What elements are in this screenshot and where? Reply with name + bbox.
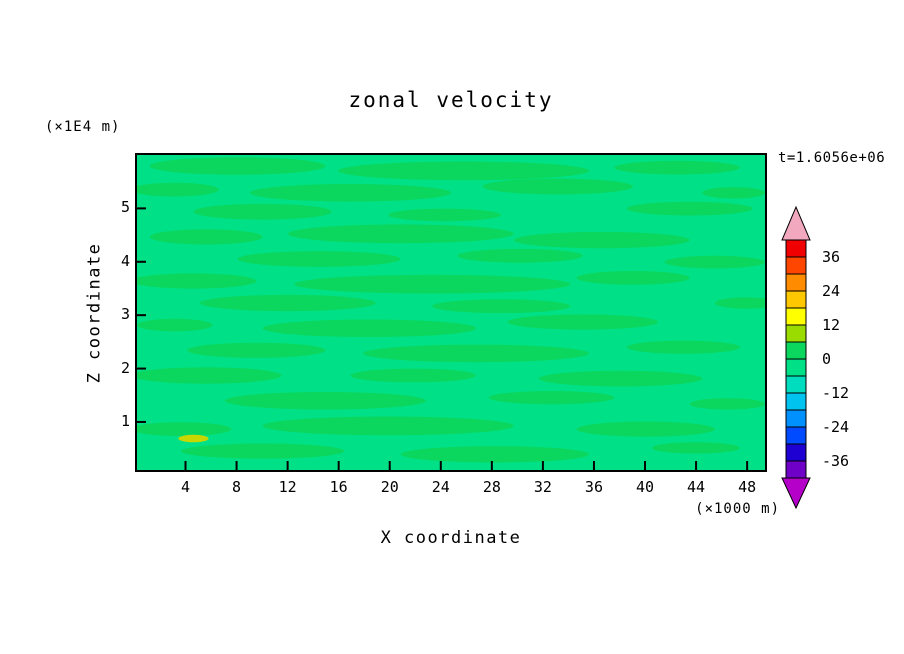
- x-tick-label: 40: [635, 478, 655, 496]
- colorbar-tick-label: -36: [822, 452, 850, 470]
- x-axis-label: X coordinate: [380, 528, 522, 548]
- colorbar-tick-label: -12: [822, 384, 850, 402]
- x-tick-label: 44: [687, 478, 706, 496]
- chart-title: zonal velocity: [348, 88, 554, 112]
- z-tick-label: 4: [120, 251, 130, 270]
- colorbar-tick-label: 12: [822, 316, 841, 334]
- x-tick-label: 4: [180, 478, 191, 496]
- colorbar-tick-label: 24: [822, 282, 841, 300]
- x-tick-label: 32: [533, 478, 552, 496]
- field-svg: [137, 155, 765, 470]
- z-tick-label: 5: [120, 198, 130, 217]
- plot-area: [135, 153, 767, 472]
- z-tick-label: 3: [120, 305, 130, 324]
- z-tick-label: 2: [120, 358, 130, 377]
- colorbar-tick-label: 0: [822, 350, 832, 368]
- colorbar-tick-label: -24: [822, 418, 850, 436]
- x-axis-units-label: (×1000 m): [695, 501, 780, 517]
- x-tick-label: 36: [584, 478, 603, 496]
- colorbar: [781, 205, 811, 510]
- z-axis-units-label: (×1E4 m): [45, 119, 121, 135]
- x-tick-label: 16: [329, 478, 348, 496]
- time-label: t=1.6056e+06: [778, 150, 886, 166]
- x-tick-label: 48: [738, 478, 757, 496]
- colorbar-tick-label: 36: [822, 248, 841, 266]
- z-tick-label: 1: [120, 412, 130, 431]
- x-tick-label: 20: [380, 478, 399, 496]
- x-tick-label: 24: [431, 478, 450, 496]
- x-tick-label: 8: [232, 478, 242, 496]
- x-tick-label: 28: [482, 478, 501, 496]
- x-tick-label: 12: [278, 478, 297, 496]
